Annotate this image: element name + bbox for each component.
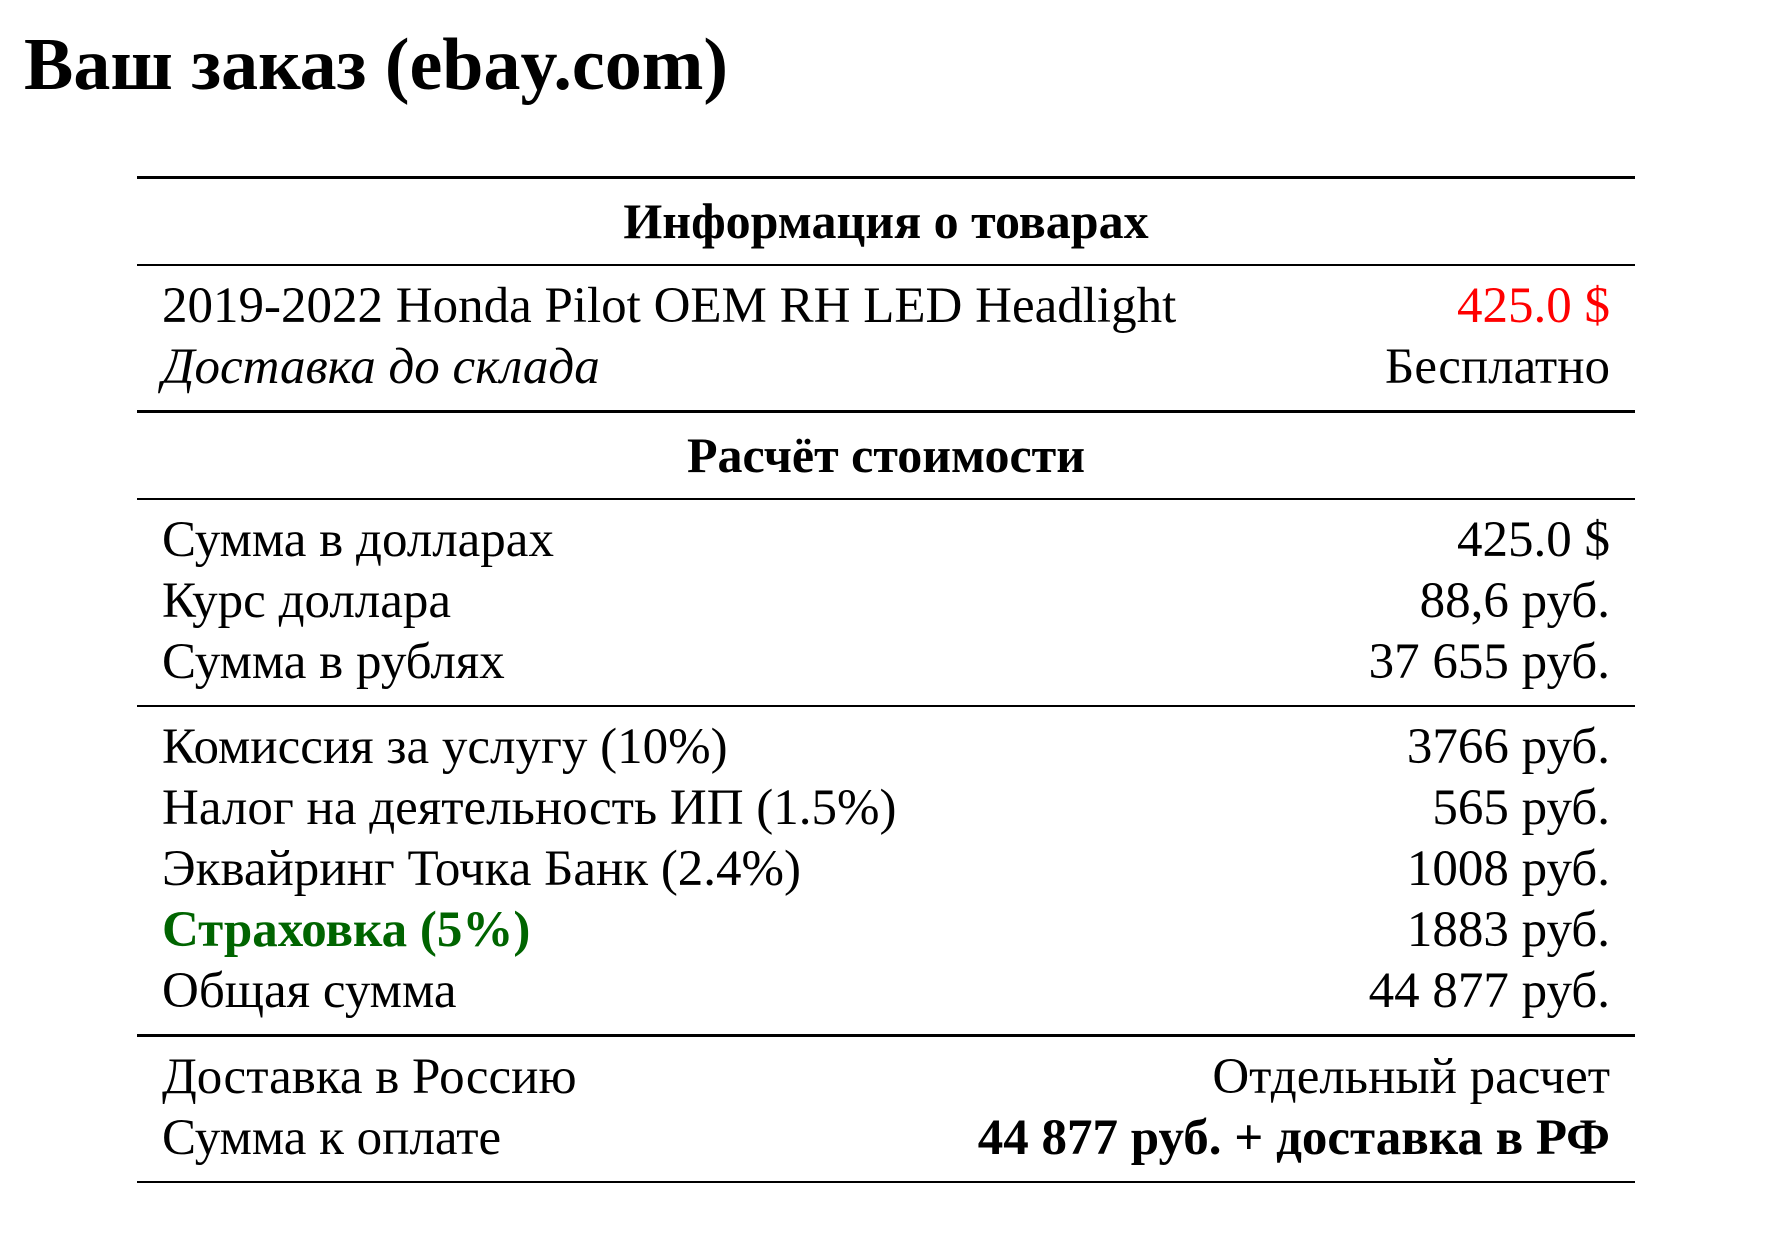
row-value: 88,6 руб. bbox=[1419, 573, 1610, 629]
table-row: Налог на деятельность ИП (1.5%) 565 руб. bbox=[137, 778, 1635, 839]
item-name: 2019-2022 Honda Pilot OEM RH LED Headlig… bbox=[162, 278, 1177, 334]
row-value: 1008 руб. bbox=[1406, 841, 1610, 897]
table-row: Комиссия за услугу (10%) 3766 руб. bbox=[137, 717, 1635, 778]
goods-header: Информация о товарах bbox=[623, 193, 1149, 249]
insurance-label: Страховка (5%) bbox=[162, 902, 531, 958]
row-label: Общая сумма bbox=[162, 963, 457, 1019]
row-value: 37 655 руб. bbox=[1368, 634, 1610, 690]
fees-section: Комиссия за услугу (10%) 3766 руб. Налог … bbox=[137, 707, 1635, 1034]
calc-header: Расчёт стоимости bbox=[686, 427, 1086, 483]
row-label: Комиссия за услугу (10%) bbox=[162, 719, 728, 775]
row-value: 565 руб. bbox=[1432, 780, 1610, 836]
table-row: Сумма в рублях 37 655 руб. bbox=[137, 632, 1635, 693]
order-table: Информация о товарах 2019-2022 Honda Pil… bbox=[137, 176, 1635, 1183]
warehouse-delivery-label: Доставка до склада bbox=[162, 339, 600, 395]
total-row: Общая сумма 44 877 руб. bbox=[137, 961, 1635, 1022]
page-title: Ваш заказ (ebay.com) bbox=[24, 24, 729, 106]
table-row: Курс доллара 88,6 руб. bbox=[137, 571, 1635, 632]
row-value: 3766 руб. bbox=[1406, 719, 1610, 775]
table-row: Эквайринг Точка Банк (2.4%) 1008 руб. bbox=[137, 839, 1635, 900]
amount-due-row: Сумма к оплате 44 877 руб. + доставка в Р… bbox=[137, 1108, 1635, 1169]
row-label: Сумма в рублях bbox=[162, 634, 505, 690]
amount-due-value: 44 877 руб. + доставка в РФ bbox=[977, 1110, 1610, 1166]
warehouse-delivery-row: Доставка до склада Бесплатно bbox=[137, 337, 1635, 398]
row-label: Эквайринг Точка Банк (2.4%) bbox=[162, 841, 802, 897]
row-label: Налог на деятельность ИП (1.5%) bbox=[162, 780, 897, 836]
row-value: 425.0 $ bbox=[1457, 512, 1610, 568]
base-section: Сумма в долларах 425.0 $ Курс доллара 88,6… bbox=[137, 500, 1635, 705]
table-row: Сумма в долларах 425.0 $ bbox=[137, 510, 1635, 571]
warehouse-delivery-value: Бесплатно bbox=[1385, 339, 1610, 395]
russia-delivery-row: Доставка в Россию Отдельный расчет bbox=[137, 1047, 1635, 1108]
row-label: Курс доллара bbox=[162, 573, 452, 629]
insurance-row: Страховка (5%) 1883 руб. bbox=[137, 900, 1635, 961]
final-section: Доставка в Россию Отдельный расчет Сумма … bbox=[137, 1037, 1635, 1181]
row-label: Сумма к оплате bbox=[162, 1110, 502, 1166]
row-value: 1883 руб. bbox=[1406, 902, 1610, 958]
row-label: Доставка в Россию bbox=[162, 1049, 577, 1105]
row-label: Сумма в долларах bbox=[162, 512, 554, 568]
goods-section: 2019-2022 Honda Pilot OEM RH LED Headlig… bbox=[137, 266, 1635, 410]
row-value: Отдельный расчет bbox=[1212, 1049, 1610, 1105]
item-row: 2019-2022 Honda Pilot OEM RH LED Headlig… bbox=[137, 276, 1635, 337]
item-price: 425.0 $ bbox=[1457, 278, 1610, 334]
row-value: 44 877 руб. bbox=[1368, 963, 1610, 1019]
